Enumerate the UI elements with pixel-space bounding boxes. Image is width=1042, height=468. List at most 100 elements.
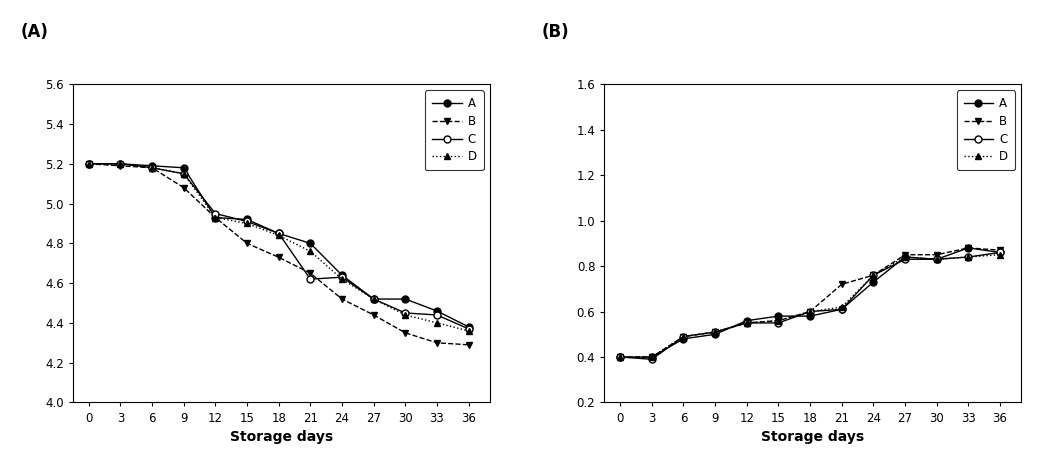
Legend: A, B, C, D: A, B, C, D <box>957 90 1015 170</box>
B <box>741 320 753 326</box>
A <box>931 256 943 262</box>
C <box>272 231 284 236</box>
B <box>803 309 816 314</box>
D <box>614 354 626 360</box>
D <box>803 309 816 314</box>
A <box>368 296 380 302</box>
Legend: A, B, C, D: A, B, C, D <box>425 90 483 170</box>
C <box>931 256 943 262</box>
D <box>430 320 443 326</box>
B <box>177 185 190 190</box>
C <box>463 326 475 332</box>
A <box>646 354 659 360</box>
A <box>304 241 317 246</box>
D <box>336 276 348 282</box>
B <box>209 215 222 220</box>
D <box>709 329 721 335</box>
Line: C: C <box>617 249 1003 363</box>
B <box>368 312 380 318</box>
D <box>209 215 222 220</box>
X-axis label: Storage days: Storage days <box>762 430 864 444</box>
A <box>463 324 475 329</box>
C <box>115 161 127 167</box>
A <box>614 354 626 360</box>
A <box>803 313 816 319</box>
A <box>399 296 412 302</box>
A <box>709 331 721 337</box>
D <box>146 165 158 170</box>
C <box>994 249 1007 255</box>
C <box>803 309 816 314</box>
D <box>899 254 912 260</box>
B <box>836 281 848 287</box>
D <box>82 161 95 167</box>
A <box>772 313 785 319</box>
D <box>272 233 284 238</box>
B <box>931 252 943 257</box>
B <box>772 318 785 323</box>
C <box>899 256 912 262</box>
C <box>430 312 443 318</box>
C <box>677 334 690 339</box>
C <box>399 310 412 316</box>
C <box>741 320 753 326</box>
D <box>368 296 380 302</box>
A <box>430 308 443 314</box>
D <box>867 272 879 278</box>
C <box>962 254 974 260</box>
A <box>741 318 753 323</box>
Text: (B): (B) <box>542 23 570 41</box>
Line: D: D <box>617 251 1003 360</box>
A <box>836 307 848 312</box>
A <box>962 245 974 251</box>
C <box>772 320 785 326</box>
B <box>709 329 721 335</box>
B <box>146 165 158 170</box>
C <box>336 274 348 280</box>
B <box>115 163 127 168</box>
A <box>994 249 1007 255</box>
B <box>272 255 284 260</box>
D <box>836 304 848 310</box>
C <box>614 354 626 360</box>
C <box>146 165 158 170</box>
C <box>241 219 253 224</box>
B <box>962 245 974 251</box>
A <box>241 217 253 222</box>
D <box>304 249 317 254</box>
D <box>463 328 475 334</box>
B <box>82 161 95 167</box>
D <box>741 320 753 326</box>
B <box>399 330 412 336</box>
Line: D: D <box>85 161 472 334</box>
C <box>82 161 95 167</box>
B <box>241 241 253 246</box>
D <box>994 252 1007 257</box>
Line: B: B <box>617 244 1003 360</box>
C <box>177 171 190 176</box>
C <box>368 296 380 302</box>
B <box>614 354 626 360</box>
B <box>899 252 912 257</box>
A <box>272 231 284 236</box>
D <box>646 354 659 360</box>
A <box>867 279 879 285</box>
X-axis label: Storage days: Storage days <box>230 430 332 444</box>
Line: A: A <box>85 161 472 330</box>
D <box>677 334 690 339</box>
C <box>836 307 848 312</box>
Line: C: C <box>85 161 472 332</box>
C <box>867 272 879 278</box>
B <box>336 296 348 302</box>
A <box>336 272 348 278</box>
Line: B: B <box>85 161 472 348</box>
C <box>209 211 222 216</box>
A <box>177 165 190 170</box>
Line: A: A <box>617 244 1003 360</box>
C <box>304 276 317 282</box>
C <box>646 357 659 362</box>
D <box>115 161 127 167</box>
A <box>115 161 127 167</box>
D <box>772 318 785 323</box>
B <box>463 342 475 348</box>
